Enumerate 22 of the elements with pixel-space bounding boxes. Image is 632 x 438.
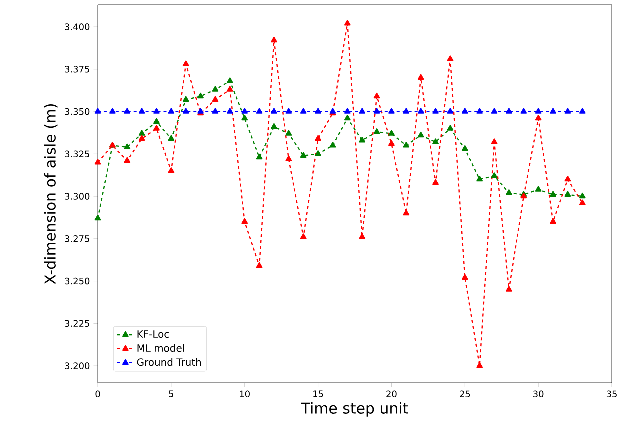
y-tick-label: 3.225 xyxy=(65,320,90,328)
x-tick-label: 10 xyxy=(240,390,250,398)
x-tick-label: 5 xyxy=(169,390,174,398)
legend-label: Ground Truth xyxy=(137,358,202,366)
x-tick-label: 30 xyxy=(534,390,544,398)
y-tick-label: 3.275 xyxy=(65,236,90,242)
legend-label: KF-Loc xyxy=(138,330,169,338)
y-tick-label: 3.400 xyxy=(65,24,90,30)
y-tick-label: 3.350 xyxy=(65,108,90,116)
y-axis-title: X-dimension of aisle (m) xyxy=(44,104,58,284)
y-tick-label: 3.325 xyxy=(65,150,90,158)
x-tick-label: 25 xyxy=(460,390,470,398)
x-axis-title: Time step unit xyxy=(301,402,408,417)
x-tick-label: 0 xyxy=(96,390,100,398)
legend-label: ML model xyxy=(138,344,184,352)
x-tick-label: 35 xyxy=(606,390,617,398)
y-tick-label: 3.375 xyxy=(65,66,90,73)
y-tick-label: 3.200 xyxy=(65,362,90,370)
y-tick-label: 3.300 xyxy=(65,193,90,200)
y-tick-label: 3.250 xyxy=(65,278,90,285)
x-tick-label: 20 xyxy=(386,390,397,398)
x-tick-label: 15 xyxy=(314,390,324,398)
